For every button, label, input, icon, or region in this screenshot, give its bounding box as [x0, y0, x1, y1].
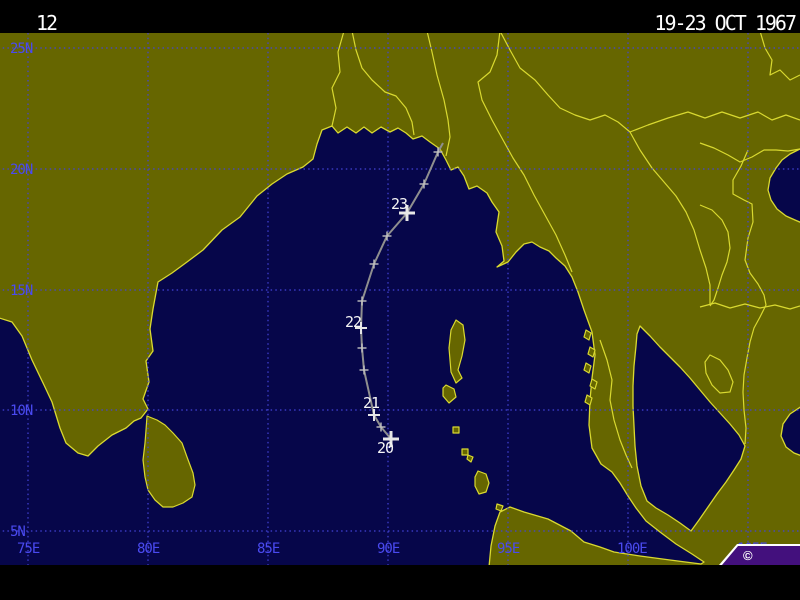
country-border — [629, 131, 711, 305]
country-border — [351, 33, 415, 136]
country-border — [699, 302, 800, 310]
date-range: 19-23 OCT 1967 — [654, 11, 797, 35]
latitude-label-10N: 10N — [10, 403, 33, 419]
island-nicobar-2 — [461, 448, 469, 456]
island-little-andaman — [442, 384, 457, 404]
longitude-label-85E: 85E — [257, 541, 280, 557]
sea-south-china-sea — [780, 406, 800, 456]
island-nicobar-1 — [452, 426, 460, 434]
copyright-text: © UNISYS — [743, 548, 753, 563]
country-border — [331, 33, 345, 127]
island-great-nicobar — [474, 470, 490, 495]
day-label-23: 23 — [391, 195, 407, 213]
island-sumatra-islet — [495, 503, 504, 512]
unisys-logo-plate: © UNISYS — [722, 546, 800, 565]
island-mergui-1 — [583, 329, 592, 341]
latitude-label-25N: 25N — [10, 41, 33, 57]
island-mergui-4 — [589, 378, 598, 390]
country-border — [500, 33, 631, 133]
island-nicobar-3 — [466, 454, 474, 463]
country-border — [599, 339, 633, 469]
map-area: 25N20N15N10N5N75E80E85E90E95E100E105E202… — [0, 33, 800, 565]
island-mergui-2 — [587, 346, 596, 358]
header-bar: 12 19-23 OCT 1967 — [0, 0, 800, 35]
island-mergui-5 — [584, 394, 593, 406]
longitude-label-75E: 75E — [17, 541, 40, 557]
country-border — [477, 33, 573, 273]
country-border — [732, 149, 767, 445]
country-border — [629, 111, 800, 133]
day-label-21: 21 — [363, 394, 380, 412]
island-sri-lanka — [142, 415, 196, 508]
day-label-20: 20 — [377, 439, 394, 457]
country-border — [426, 33, 451, 157]
country-border — [699, 204, 731, 307]
latitude-label-20N: 20N — [10, 162, 33, 178]
latitude-label-5N: 5N — [10, 524, 25, 540]
island-mergui-3 — [583, 362, 592, 374]
sea-gulf-of-tonkin — [767, 148, 800, 223]
longitude-label-95E: 95E — [497, 541, 520, 557]
longitude-label-90E: 90E — [377, 541, 400, 557]
country-border — [699, 142, 800, 163]
map-canvas: 25N20N15N10N5N75E80E85E90E95E100E105E202… — [0, 33, 800, 565]
unisys-logo: © UNISYS — [719, 544, 800, 565]
longitude-label-100E: 100E — [617, 541, 647, 557]
day-label-22: 22 — [345, 313, 361, 331]
longitude-label-80E: 80E — [137, 541, 160, 557]
bottom-bar — [0, 565, 800, 600]
tonle-sap-lake-outline — [704, 354, 734, 394]
storm-number: 12 — [36, 11, 58, 35]
latitude-label-15N: 15N — [10, 283, 33, 299]
sea-gulf-of-thailand — [632, 325, 746, 532]
island-andaman-islands — [448, 319, 466, 384]
